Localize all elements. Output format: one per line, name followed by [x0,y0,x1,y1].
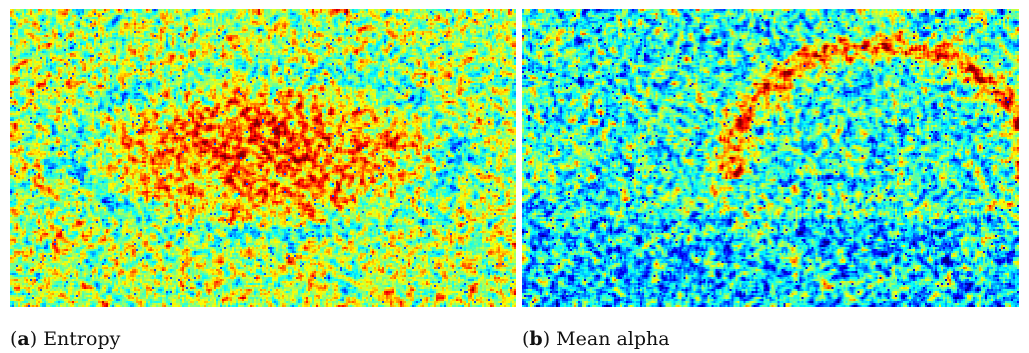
mean-alpha-map-image [522,9,1019,307]
figure-panel-a [10,9,516,307]
caption-b: (b) Mean alpha [522,328,670,350]
figure-panel-b [522,9,1019,307]
caption-a: (a) Entropy [10,328,121,350]
caption-a-title: Entropy [43,328,121,350]
entropy-map-image [10,9,516,307]
caption-b-title: Mean alpha [556,328,670,350]
caption-a-letter: a [17,328,30,350]
caption-b-letter: b [529,328,543,350]
